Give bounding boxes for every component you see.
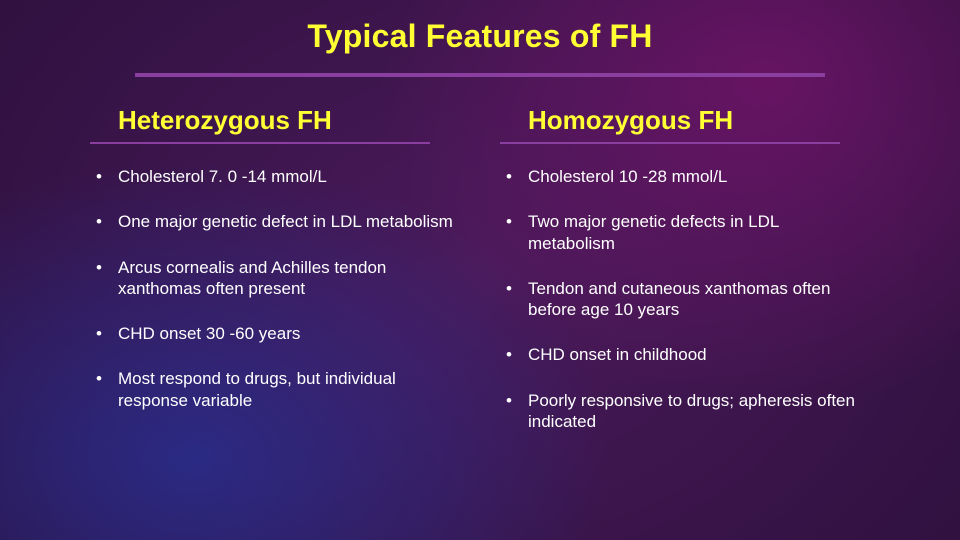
right-column: Homozygous FH Cholesterol 10 -28 mmol/L … — [500, 105, 870, 456]
list-item: Cholesterol 10 -28 mmol/L — [500, 166, 870, 187]
left-feature-list: Cholesterol 7. 0 -14 mmol/L One major ge… — [90, 166, 460, 411]
list-item: Tendon and cutaneous xanthomas often bef… — [500, 278, 870, 321]
list-item: One major genetic defect in LDL metaboli… — [90, 211, 460, 232]
slide-title: Typical Features of FH — [0, 18, 960, 55]
list-item: Cholesterol 7. 0 -14 mmol/L — [90, 166, 460, 187]
slide-container: Typical Features of FH Heterozygous FH C… — [0, 0, 960, 540]
left-column: Heterozygous FH Cholesterol 7. 0 -14 mmo… — [90, 105, 460, 456]
list-item: Poorly responsive to drugs; apheresis of… — [500, 390, 870, 433]
list-item: CHD onset in childhood — [500, 344, 870, 365]
right-column-heading: Homozygous FH — [500, 105, 840, 144]
two-column-layout: Heterozygous FH Cholesterol 7. 0 -14 mmo… — [0, 77, 960, 456]
list-item: Two major genetic defects in LDL metabol… — [500, 211, 870, 254]
right-feature-list: Cholesterol 10 -28 mmol/L Two major gene… — [500, 166, 870, 432]
list-item: CHD onset 30 -60 years — [90, 323, 460, 344]
left-column-heading: Heterozygous FH — [90, 105, 430, 144]
list-item: Arcus cornealis and Achilles tendon xant… — [90, 257, 460, 300]
list-item: Most respond to drugs, but individual re… — [90, 368, 460, 411]
